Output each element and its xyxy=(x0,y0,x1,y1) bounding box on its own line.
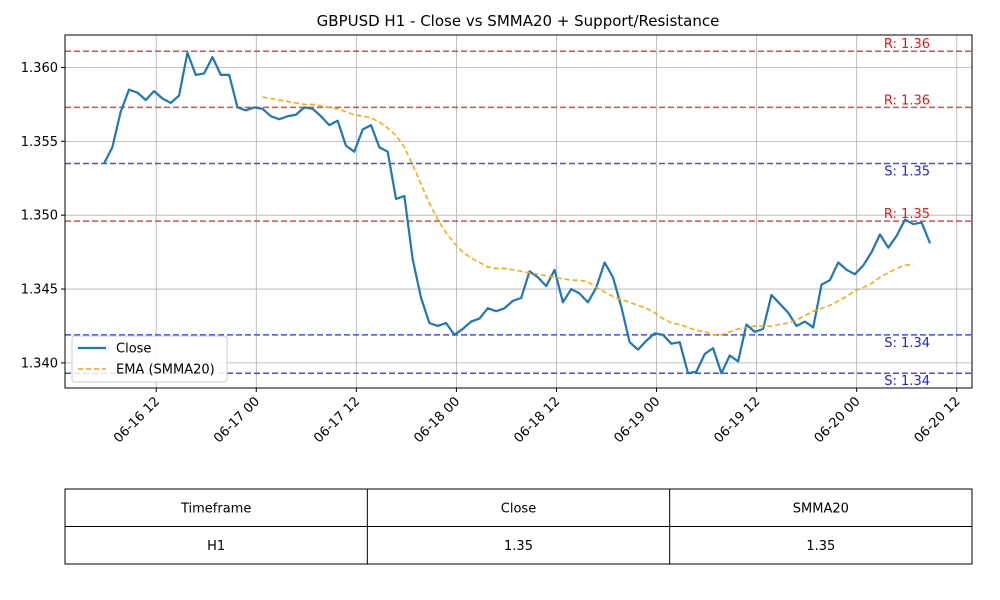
y-tick-label: 1.355 xyxy=(21,135,58,150)
x-tick-label: 06-19 12 xyxy=(712,394,764,446)
x-tick-label: 06-18 00 xyxy=(411,394,463,446)
table-header-cell: Close xyxy=(501,501,536,516)
resistance-level-label: R: 1.36 xyxy=(884,37,930,52)
y-tick-label: 1.345 xyxy=(21,283,58,298)
legend: Close EMA (SMMA20) xyxy=(71,335,228,383)
resistance-level-label: R: 1.35 xyxy=(884,207,930,222)
table-cell: 1.35 xyxy=(806,539,835,554)
table-cell: H1 xyxy=(207,539,225,554)
table-header-cell: SMMA20 xyxy=(793,501,849,516)
support-level-label: S: 1.34 xyxy=(884,336,930,351)
legend-label: EMA (SMMA20) xyxy=(116,363,215,378)
x-tick-label: 06-20 12 xyxy=(912,394,964,446)
x-tick-label: 06-17 12 xyxy=(311,394,363,446)
resistance-level-label: R: 1.36 xyxy=(884,93,930,108)
y-tick-label: 1.360 xyxy=(21,61,58,76)
legend-label: Close xyxy=(116,342,151,357)
table-header-cell: Timeframe xyxy=(180,501,251,516)
plot-frame xyxy=(64,34,973,389)
summary-table: Timeframe Close SMMA20 H1 1.35 1.35 xyxy=(64,488,973,565)
chart-title: GBPUSD H1 - Close vs SMMA20 + Support/Re… xyxy=(317,12,720,30)
close-series-line xyxy=(103,51,932,375)
y-tick-label: 1.340 xyxy=(21,356,58,371)
x-tick-label: 06-17 00 xyxy=(211,394,263,446)
x-tick-label: 06-16 12 xyxy=(111,394,163,446)
support-level-label: S: 1.34 xyxy=(884,374,930,389)
y-tick-label: 1.350 xyxy=(21,209,58,224)
x-tick-label: 06-20 00 xyxy=(812,394,864,446)
x-tick-label: 06-19 00 xyxy=(611,394,663,446)
support-level-label: S: 1.35 xyxy=(884,164,930,179)
table-cell: 1.35 xyxy=(504,539,533,554)
plot-background xyxy=(65,35,972,388)
legend-box xyxy=(71,335,228,383)
plot-area: R: 1.36 R: 1.36 S: 1.35 R: 1.35 S: 1.34 S: 1.… xyxy=(21,34,973,446)
x-tick-label: 06-18 12 xyxy=(511,394,563,446)
